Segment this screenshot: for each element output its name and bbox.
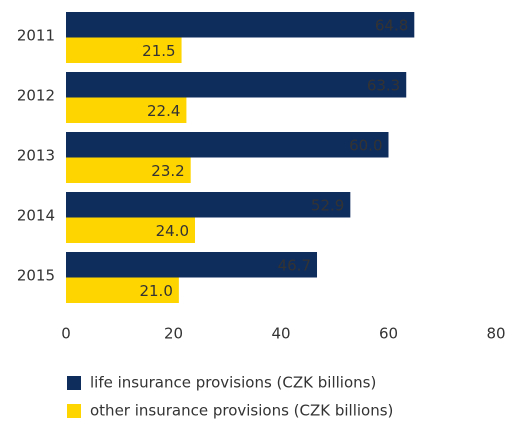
bar xyxy=(66,37,182,63)
value-label: 46.7 xyxy=(278,256,311,274)
value-label: 23.2 xyxy=(151,162,184,180)
bar xyxy=(66,157,191,183)
x-tick-label: 0 xyxy=(61,325,71,343)
x-tick-label: 40 xyxy=(271,325,290,343)
value-label: 24.0 xyxy=(156,222,189,240)
bar xyxy=(66,252,318,278)
x-tick-label: 80 xyxy=(486,325,505,343)
legend-label: life insurance provisions (CZK billions) xyxy=(90,374,376,392)
value-label: 63.3 xyxy=(367,76,400,94)
bar xyxy=(66,132,389,158)
bar xyxy=(66,72,407,98)
bar xyxy=(66,97,187,123)
value-label: 52.9 xyxy=(311,196,344,214)
y-tick-label: 2012 xyxy=(17,87,55,105)
value-label: 60.0 xyxy=(349,136,382,154)
legend-label: other insurance provisions (CZK billions… xyxy=(90,402,393,420)
y-tick-label: 2014 xyxy=(17,207,55,225)
legend-swatch xyxy=(67,404,81,418)
y-tick-label: 2013 xyxy=(17,147,55,165)
bar xyxy=(66,217,195,243)
y-tick-label: 2011 xyxy=(17,27,55,45)
x-tick-label: 20 xyxy=(164,325,183,343)
value-label: 64.8 xyxy=(375,16,408,34)
value-label: 22.4 xyxy=(147,102,180,120)
legend-swatch xyxy=(67,376,81,390)
x-tick-label: 60 xyxy=(379,325,398,343)
bar xyxy=(66,192,351,218)
y-tick-label: 2015 xyxy=(17,267,55,285)
bar xyxy=(66,12,415,38)
value-label: 21.5 xyxy=(142,42,175,60)
value-label: 21.0 xyxy=(139,282,172,300)
bar xyxy=(66,277,179,303)
